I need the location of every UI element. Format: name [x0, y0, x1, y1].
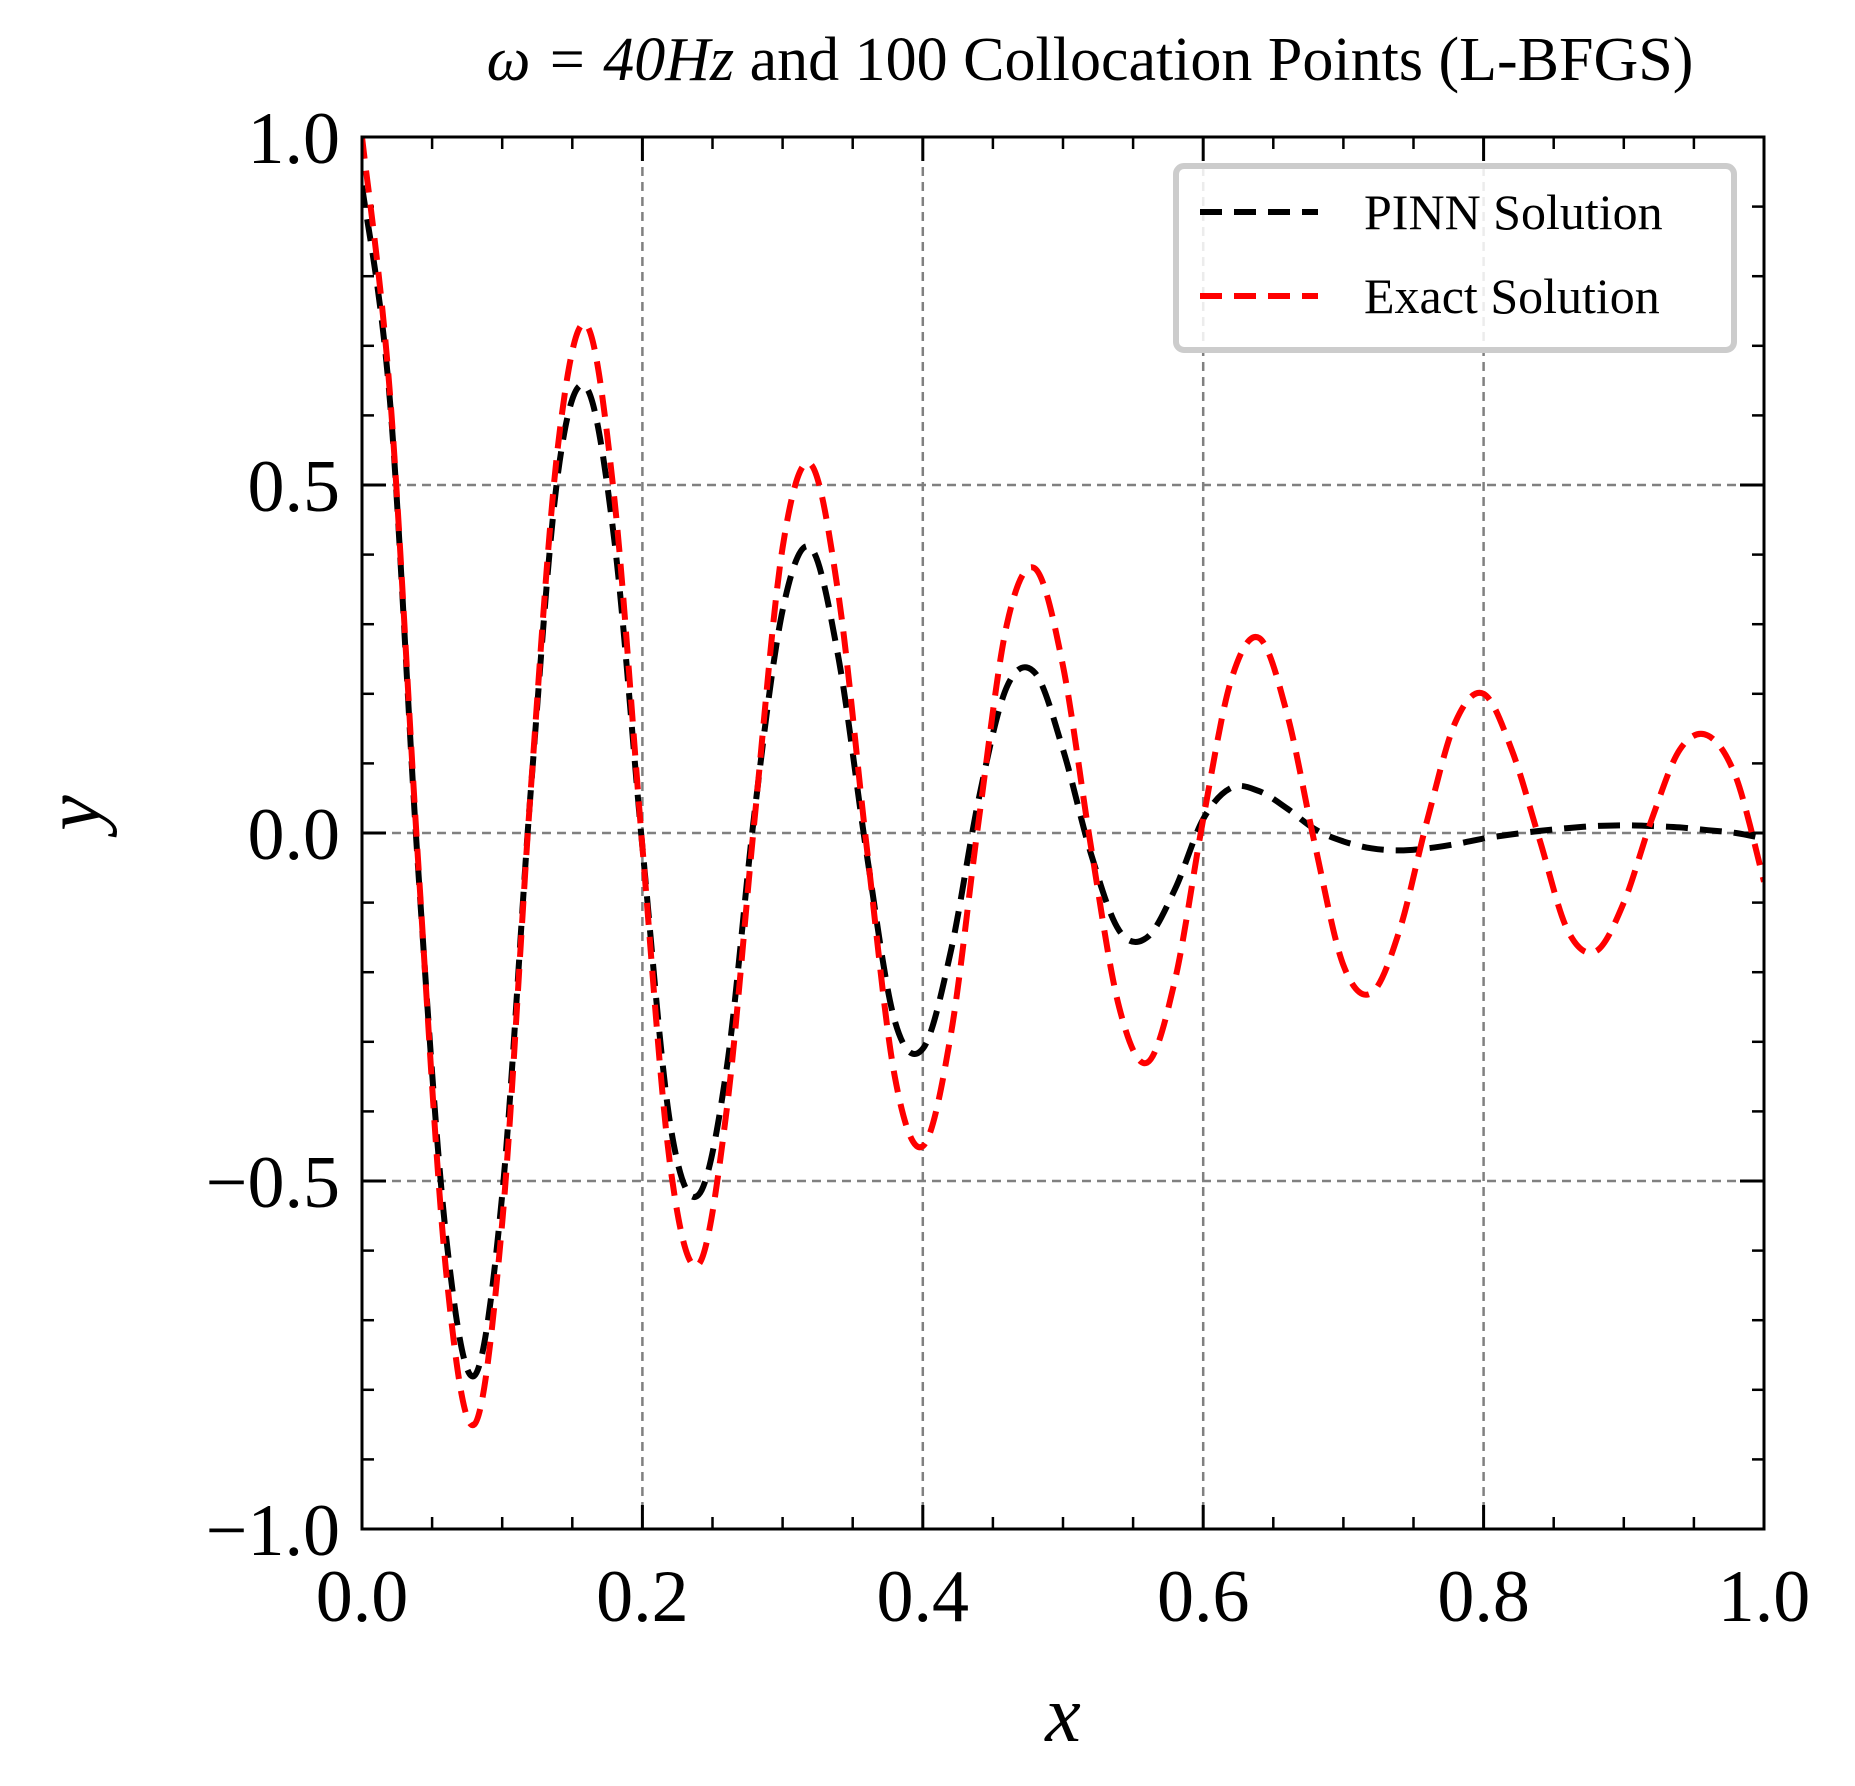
exact-solution-line	[362, 136, 1764, 1429]
x-axis-label: x	[1044, 1671, 1081, 1759]
y-tick-label: 0.5	[248, 446, 341, 528]
chart-title: ω = 40Hz and 100 Collocation Points (L-B…	[487, 26, 1694, 94]
y-tick-label: −1.0	[206, 1490, 340, 1572]
y-tick-label: 0.0	[248, 794, 341, 876]
y-tick-label: 1.0	[248, 98, 341, 180]
plot-frame	[360, 135, 1766, 1531]
title-unit: Hz	[664, 26, 734, 94]
pinn-solution-line	[362, 185, 1764, 1380]
x-tick-label: 0.4	[877, 1556, 970, 1638]
y-axis-label: y	[30, 795, 118, 838]
x-tick-label: 0.2	[596, 1556, 689, 1638]
legend-label-exact: Exact Solution	[1364, 268, 1660, 324]
x-tick-label: 0.0	[316, 1556, 409, 1638]
y-tick-label: −0.5	[206, 1142, 340, 1224]
legend: PINN Solution Exact Solution	[1173, 163, 1737, 353]
tick-labels: 0.0 0.2 0.4 0.6 0.8 1.0 −1.0 −0.5 0.0 0.5 1.0	[206, 98, 1810, 1638]
title-prefix: ω = 40	[487, 26, 666, 94]
series-lines	[362, 136, 1764, 1429]
x-tick-label: 0.8	[1437, 1556, 1530, 1638]
legend-label-pinn: PINN Solution	[1364, 184, 1663, 240]
x-tick-label: 1.0	[1718, 1556, 1811, 1638]
title-suffix: and 100 Collocation Points (L-BFGS)	[734, 26, 1693, 94]
x-tick-label: 0.6	[1157, 1556, 1250, 1638]
